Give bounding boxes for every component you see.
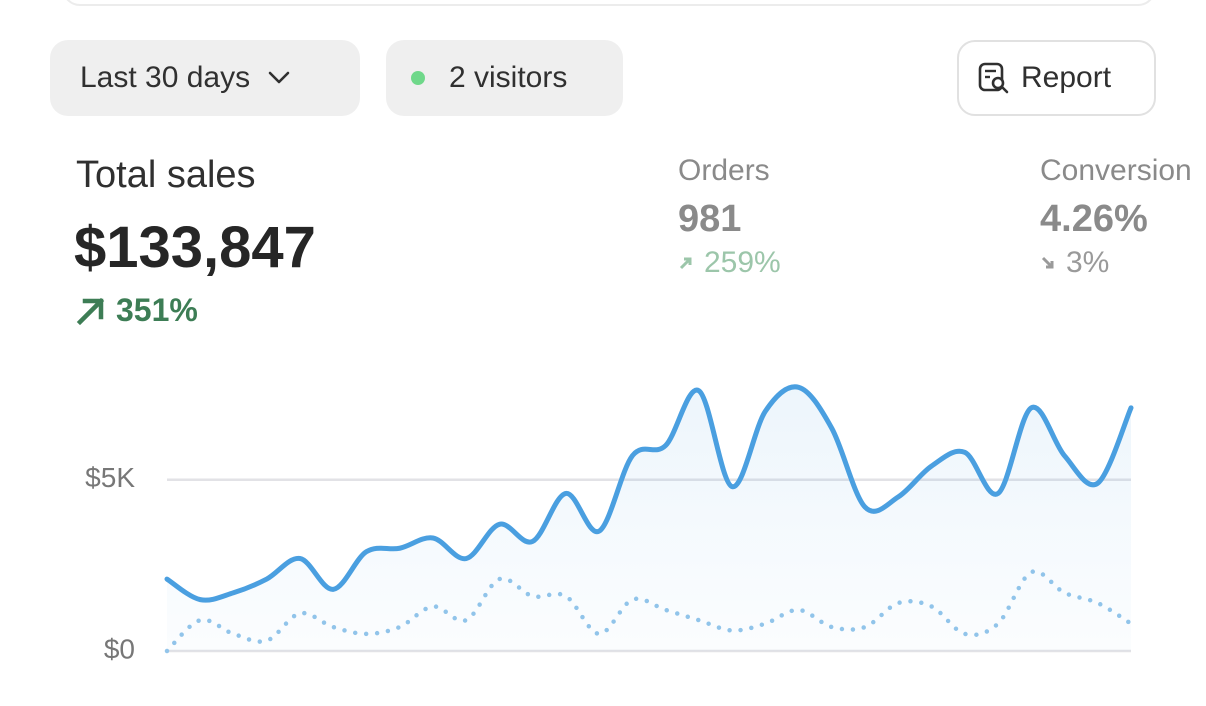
metric-value: $133,847 [74,215,316,280]
y-tick-label: $5K [85,462,135,493]
chevron-icon [268,71,290,84]
up-arrow [76,297,105,325]
date-range-text: Last 30 days [80,61,251,94]
visitors-button[interactable]: 2 visitors [386,40,623,116]
down-arrow [1041,256,1054,269]
metric-label: Total sales [76,154,256,196]
visitors-text: 2 visitors [449,61,568,94]
report-text: Report [1021,61,1112,94]
area-fill [167,386,1131,651]
up-arrow [679,257,692,270]
metric-change-text: 3% [1066,246,1110,279]
metric-value: 981 [678,198,742,240]
y-tick-label: $0 [104,633,135,664]
date-range-button[interactable]: Last 30 days [50,40,360,116]
metric-label: Conversion [1040,154,1192,187]
sales-line [164,384,1134,603]
metric-label: Orders [678,154,770,187]
report-icon [978,62,1009,94]
metric-value: 4.26% [1040,198,1148,240]
metric-change-text: 259% [704,246,781,279]
live-dot [411,71,425,85]
metric-change: 351% [76,292,198,329]
metric-change: 259% [678,246,781,280]
report-button[interactable]: Report [957,40,1156,116]
metric-change-text: 351% [116,292,198,328]
metric-change: 3% [1040,246,1109,280]
